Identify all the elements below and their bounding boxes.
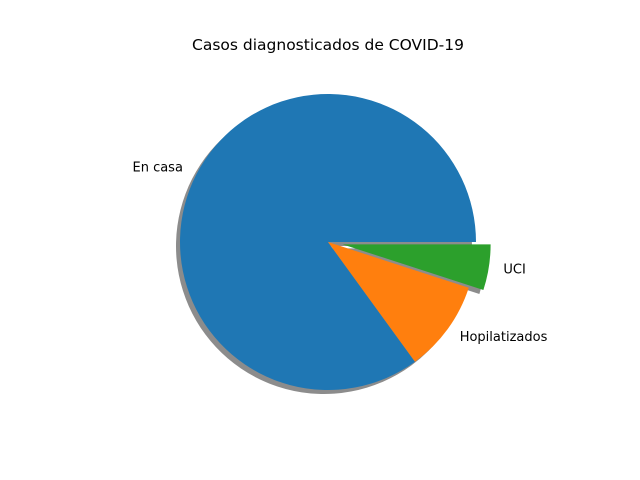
pie-slices (180, 94, 491, 391)
slice-label-hopilatizados: Hopilatizados (460, 330, 548, 345)
chart-title: Casos diagnosticados de COVID-19 (192, 36, 464, 54)
pie-slice-uci (342, 244, 491, 291)
pie-labels: En casa Hopilatizados UCI (132, 161, 547, 346)
pie-slice-hopilatizados (328, 242, 469, 362)
pie-slice-en-casa (180, 94, 477, 391)
slice-label-en-casa: En casa (132, 161, 182, 176)
slice-label-uci: UCI (503, 262, 525, 277)
